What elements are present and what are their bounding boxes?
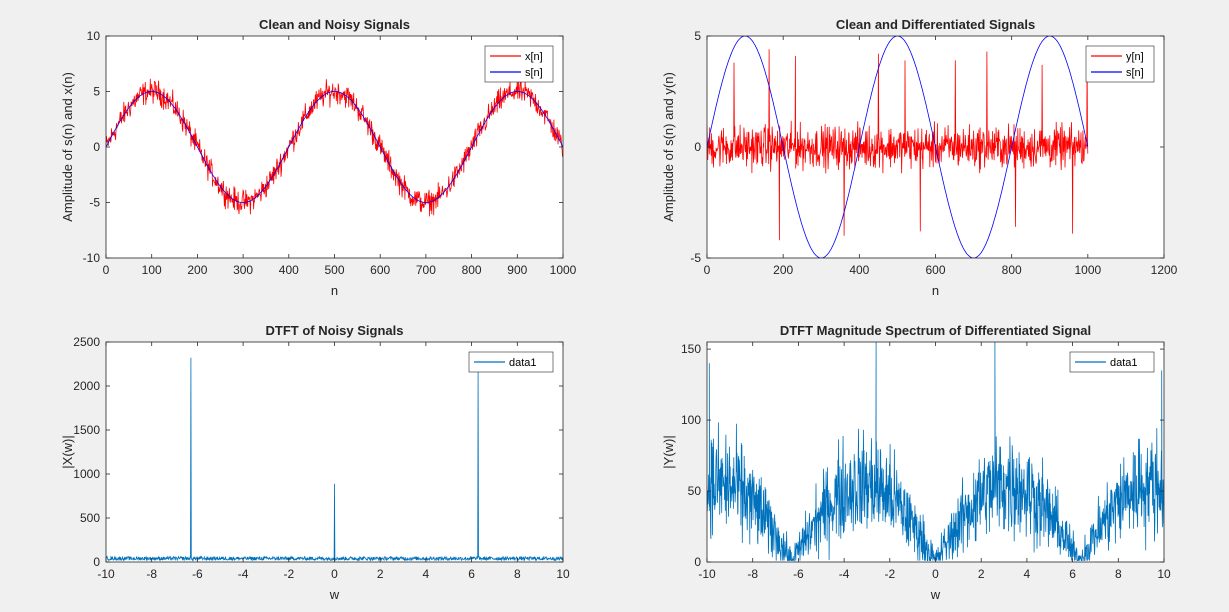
- x-tick-label: 0: [103, 263, 110, 277]
- legend: x[n] s[n]: [484, 45, 554, 83]
- x-tick-label: 700: [416, 263, 436, 277]
- legend-box: [1069, 351, 1155, 373]
- y-axis-label: Amplitude of s(n) and x(n): [60, 72, 75, 222]
- y-tick-label: 5: [93, 85, 100, 99]
- x-tick-label: 1000: [550, 263, 577, 277]
- x-tick-label: 300: [233, 263, 253, 277]
- legend-box: [484, 45, 554, 83]
- y-axis-label: Amplitude of s(n) and y(n): [661, 72, 676, 222]
- x-tick-label: 6: [468, 567, 475, 581]
- x-tick-label: 900: [507, 263, 527, 277]
- legend-label: s[n]: [525, 67, 543, 79]
- x-tick-label: 400: [279, 263, 299, 277]
- legend: y[n] s[n]: [1085, 45, 1155, 83]
- series-line-sn: [106, 91, 563, 203]
- legend-label: data1: [509, 357, 537, 369]
- y-tick-label: 2000: [73, 379, 100, 393]
- legend-label: y[n]: [1126, 51, 1144, 63]
- y-tick-label: 150: [681, 342, 701, 356]
- series-line-data1: [106, 357, 563, 562]
- legend: data1: [1069, 351, 1155, 373]
- legend-label: x[n]: [525, 51, 543, 63]
- legend: data1: [468, 351, 554, 373]
- x-tick-label: 600: [925, 263, 945, 277]
- y-tick-label: 100: [681, 413, 701, 427]
- x-tick-label: 200: [187, 263, 207, 277]
- y-tick-label: -5: [89, 196, 100, 210]
- x-tick-label: 600: [370, 263, 390, 277]
- y-tick-label: 0: [93, 555, 100, 569]
- x-tick-label: 800: [1002, 263, 1022, 277]
- x-tick-label: -4: [238, 567, 249, 581]
- x-tick-label: 10: [556, 567, 570, 581]
- series-line-xn: [106, 76, 563, 217]
- y-tick-label: 1000: [73, 467, 100, 481]
- series-line-yn: [707, 49, 1089, 241]
- legend-box: [1085, 45, 1155, 83]
- x-tick-label: 400: [849, 263, 869, 277]
- chart-1: 0 100 200 300 400 500 600 700 800 900 1000 -10 -5 0 5 1…: [60, 17, 577, 298]
- y-tick-label: 1500: [73, 423, 100, 437]
- x-axis-label: w: [329, 587, 340, 602]
- y-tick-label: 0: [694, 140, 701, 154]
- x-tick-label: 500: [324, 263, 344, 277]
- x-axis-label: w: [930, 587, 941, 602]
- chart-title: Clean and Noisy Signals: [259, 17, 410, 32]
- x-tick-label: -8: [747, 567, 758, 581]
- x-tick-label: 100: [142, 263, 162, 277]
- legend-label: s[n]: [1126, 67, 1144, 79]
- x-tick-label: 2: [978, 567, 985, 581]
- series-line-sn: [707, 36, 1089, 258]
- chart-3: -10 -8 -6 -4 -2 0 2 4 6 8 10 0 500 1000 1500 2000 2500 DT…: [60, 323, 570, 602]
- x-axis-label: n: [932, 283, 939, 298]
- x-tick-label: 6: [1069, 567, 1076, 581]
- x-tick-label: 0: [704, 263, 711, 277]
- y-tick-label: 5: [694, 29, 701, 43]
- x-tick-label: -6: [793, 567, 804, 581]
- x-tick-label: 1200: [1151, 263, 1178, 277]
- chart-title: Clean and Differentiated Signals: [836, 17, 1035, 32]
- legend-box: [468, 351, 554, 373]
- x-tick-label: 4: [1024, 567, 1031, 581]
- x-tick-label: 1000: [1074, 263, 1101, 277]
- x-tick-label: 8: [514, 567, 521, 581]
- x-tick-label: 0: [331, 567, 338, 581]
- x-axis-label: n: [331, 283, 338, 298]
- x-tick-label: -4: [839, 567, 850, 581]
- x-tick-label: 10: [1157, 567, 1171, 581]
- x-tick-label: -6: [192, 567, 203, 581]
- x-tick-label: 200: [773, 263, 793, 277]
- x-tick-label: 800: [462, 263, 482, 277]
- x-tick-label: -10: [97, 567, 115, 581]
- x-tick-label: -2: [283, 567, 294, 581]
- plot-area: [707, 342, 1164, 562]
- chart-title: DTFT Magnitude Spectrum of Differentiate…: [780, 323, 1091, 338]
- x-tick-label: -10: [698, 567, 716, 581]
- y-tick-label: 0: [93, 140, 100, 154]
- y-tick-label: 50: [688, 484, 702, 498]
- x-tick-label: 4: [423, 567, 430, 581]
- y-tick-label: 500: [80, 511, 100, 525]
- y-axis-label: |X(w)|: [60, 435, 75, 468]
- chart-title: DTFT of Noisy Signals: [266, 323, 404, 338]
- y-tick-label: -5: [690, 251, 701, 265]
- y-tick-label: 10: [87, 29, 101, 43]
- x-tick-label: 0: [932, 567, 939, 581]
- y-tick-label: 2500: [73, 335, 100, 349]
- y-tick-label: -10: [83, 251, 101, 265]
- legend-label: data1: [1110, 357, 1138, 369]
- x-tick-label: 8: [1115, 567, 1122, 581]
- y-tick-label: 0: [694, 555, 701, 569]
- x-tick-label: 2: [377, 567, 384, 581]
- x-tick-label: -8: [146, 567, 157, 581]
- y-axis-label: |Y(w)|: [661, 435, 676, 468]
- x-tick-label: -2: [884, 567, 895, 581]
